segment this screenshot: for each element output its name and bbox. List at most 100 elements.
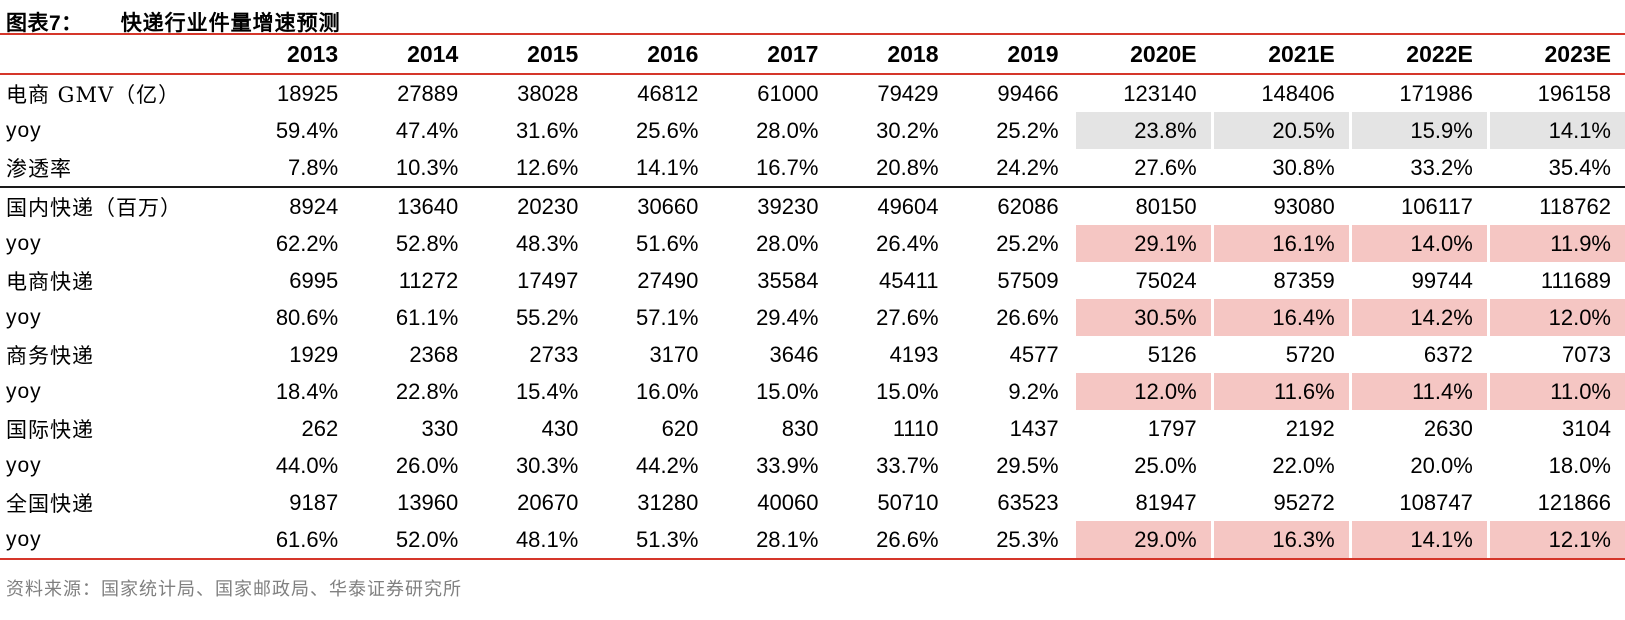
cell: 39230 [757, 193, 819, 219]
table-row: 国际快递 262 330 430 620 830 1110 1437 1797 2192 2630 3… [0, 410, 1625, 447]
cell: 7.8% [232, 149, 353, 188]
cell: 30.5% [1072, 299, 1211, 336]
cell: 30660 [637, 193, 699, 219]
cell: 430 [541, 415, 579, 441]
cell: 48.1% [515, 526, 579, 552]
table-row: yoy 44.0% 26.0% 30.3% 44.2% 33.9% 33.7% 29.5% 25… [0, 447, 1625, 484]
cell: 28.0% [756, 230, 819, 256]
cell: 27490 [637, 267, 699, 293]
cell: 11.9% [1486, 225, 1625, 262]
cell: 33.7% [876, 452, 939, 478]
cell: 20.8% [832, 149, 953, 188]
cell: 830 [781, 415, 819, 441]
table-row: yoy 61.6% 52.0% 48.1% 51.3% 28.1% 26.6% 25.3% 29… [0, 521, 1625, 559]
cell: 63523 [997, 489, 1059, 515]
cell: 35.4% [1486, 149, 1625, 188]
cell: 28.0% [756, 117, 819, 143]
cell: 12.0% [1486, 299, 1625, 336]
cell: 2368 [409, 341, 459, 367]
cell: 13960 [397, 489, 459, 515]
cell: 148406 [1261, 80, 1335, 106]
cell: 13640 [397, 193, 459, 219]
cell: 61000 [757, 80, 819, 106]
cell: 55.2% [515, 304, 579, 330]
cell: 61.6% [275, 526, 339, 552]
table-row: yoy 18.4% 22.8% 15.4% 16.0% 15.0% 15.0% 9.2% 12.… [0, 373, 1625, 410]
cell: 25.2% [996, 230, 1059, 256]
row-label: 渗透率 [0, 149, 233, 188]
cell: 121866 [1537, 489, 1611, 515]
cell: 18.0% [1548, 452, 1611, 478]
cell: 5126 [1147, 341, 1197, 367]
cell: 20230 [517, 193, 579, 219]
cell: 7073 [1562, 341, 1611, 367]
row-label: 电商快递 [6, 269, 94, 294]
cell: 196158 [1537, 80, 1611, 106]
cell: 118762 [1539, 193, 1611, 219]
cell: 15.9% [1348, 112, 1487, 149]
cell: 16.1% [1210, 225, 1349, 262]
row-label: yoy [6, 453, 42, 477]
cell: 11.6% [1210, 373, 1349, 410]
cell: 52.8% [395, 230, 459, 256]
data-source-note: 资料来源：国家统计局、国家邮政局、华泰证券研究所 [6, 579, 462, 600]
cell: 49604 [877, 193, 939, 219]
cell: 10.3% [352, 149, 473, 188]
cell: 6372 [1423, 341, 1473, 367]
cell: 80150 [1135, 193, 1197, 219]
figure-title: 图表7： 快递行业件量增速预测 [0, 0, 1625, 35]
cell: 23.8% [1072, 112, 1211, 149]
column-header-2018: 2018 [832, 34, 953, 75]
cell: 11.0% [1486, 373, 1625, 410]
cell: 1929 [289, 341, 339, 367]
cell: 44.2% [636, 452, 699, 478]
cell: 106117 [1401, 193, 1473, 219]
cell: 4193 [889, 341, 939, 367]
cell: 26.6% [876, 526, 939, 552]
cell: 30.8% [1210, 149, 1349, 188]
cell: 26.0% [395, 452, 459, 478]
cell: 48.3% [515, 230, 579, 256]
cell: 17497 [517, 267, 579, 293]
cell: 25.0% [1134, 452, 1197, 478]
cell: 44.0% [275, 452, 339, 478]
cell: 35584 [757, 267, 819, 293]
cell: 12.0% [1072, 373, 1211, 410]
cell: 18925 [277, 80, 339, 106]
column-header-2016: 2016 [592, 34, 713, 75]
row-label: 国际快递 [6, 417, 94, 442]
table-row: 商务快递 1929 2368 2733 3170 3646 4193 4577 5126 5720… [0, 336, 1625, 373]
row-label: yoy [6, 527, 42, 551]
cell: 62086 [997, 193, 1059, 219]
cell: 81947 [1135, 489, 1197, 515]
cell: 99466 [997, 80, 1059, 106]
cell: 9187 [289, 489, 339, 515]
cell: 2733 [529, 341, 579, 367]
cell: 11.4% [1348, 373, 1487, 410]
cell: 5720 [1285, 341, 1335, 367]
cell: 30.3% [515, 452, 579, 478]
cell: 61.1% [395, 304, 459, 330]
cell: 1437 [1009, 415, 1059, 441]
column-header-2015: 2015 [472, 34, 593, 75]
cell: 262 [301, 415, 339, 441]
cell: 16.7% [712, 149, 833, 188]
cell: 3646 [769, 341, 819, 367]
cell: 24.2% [952, 149, 1073, 188]
cell: 80.6% [275, 304, 339, 330]
cell: 51.3% [636, 526, 699, 552]
cell: 3104 [1562, 415, 1611, 441]
table-row: yoy 62.2% 52.8% 48.3% 51.6% 28.0% 26.4% 25.2% 29… [0, 225, 1625, 262]
cell: 2630 [1423, 415, 1473, 441]
cell: 29.1% [1072, 225, 1211, 262]
cell: 31.6% [515, 117, 579, 143]
cell: 2192 [1285, 415, 1335, 441]
figure-title-text: 快递行业件量增速预测 [120, 10, 341, 35]
cell: 16.0% [636, 378, 699, 404]
cell: 40060 [757, 489, 819, 515]
row-label: yoy [6, 118, 42, 142]
cell: 28.1% [756, 526, 819, 552]
cell: 51.6% [636, 230, 699, 256]
cell: 14.1% [592, 149, 713, 188]
